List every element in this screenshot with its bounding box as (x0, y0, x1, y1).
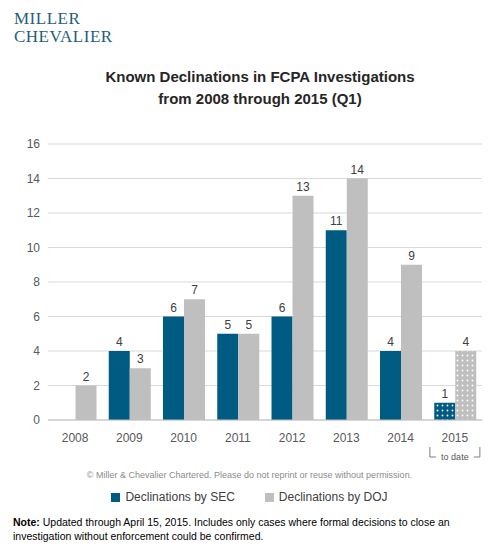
svg-text:5: 5 (224, 318, 231, 332)
svg-text:7: 7 (191, 283, 198, 297)
svg-text:11: 11 (330, 214, 343, 228)
svg-text:14: 14 (351, 163, 365, 177)
svg-text:13: 13 (296, 180, 310, 194)
svg-text:2015: 2015 (442, 431, 469, 445)
svg-text:2010: 2010 (170, 431, 197, 445)
svg-text:16: 16 (27, 137, 41, 151)
svg-text:2012: 2012 (279, 431, 306, 445)
html-text:MILLER: MILLER (14, 9, 81, 28)
html-text:© Miller & Chevalier Chartered: © Miller & Chevalier Chartered. Please d… (86, 470, 413, 480)
svg-text:14: 14 (27, 172, 41, 186)
svg-text:4: 4 (116, 335, 123, 349)
svg-text:0: 0 (33, 413, 40, 427)
html-text:Known Declinations in FCPA Inv: Known Declinations in FCPA Investigation… (105, 68, 415, 107)
svg-text:12: 12 (27, 206, 41, 220)
html-text:Declinations by SEC: Declinations by SEC (125, 490, 235, 504)
svg-text:2014: 2014 (387, 431, 414, 445)
svg-text:2013: 2013 (333, 431, 360, 445)
svg-text:8: 8 (33, 275, 40, 289)
svg-text:4: 4 (33, 344, 40, 358)
html-text:Declinations by DOJ: Declinations by DOJ (278, 490, 388, 504)
svg-text:2011: 2011 (225, 431, 251, 445)
svg-text:6: 6 (33, 310, 40, 324)
svg-text:3: 3 (137, 352, 144, 366)
svg-text:9: 9 (408, 249, 415, 263)
svg-text:2009: 2009 (116, 431, 143, 445)
html-text:CHEVALIER: CHEVALIER (14, 27, 113, 46)
svg-text:4: 4 (387, 335, 394, 349)
svg-text:2008: 2008 (62, 431, 89, 445)
html-text:Note: Updated through April 15: Note: Updated through April 15, 2015. In… (13, 516, 450, 542)
svg-text:6: 6 (170, 301, 177, 315)
svg-text:to date: to date (441, 452, 469, 462)
svg-text:10: 10 (27, 241, 41, 255)
svg-text:4: 4 (462, 335, 469, 349)
svg-text:6: 6 (279, 301, 286, 315)
svg-text:5: 5 (245, 318, 252, 332)
svg-text:2: 2 (33, 379, 40, 393)
svg-text:2: 2 (83, 370, 90, 384)
svg-text:1: 1 (441, 387, 448, 401)
